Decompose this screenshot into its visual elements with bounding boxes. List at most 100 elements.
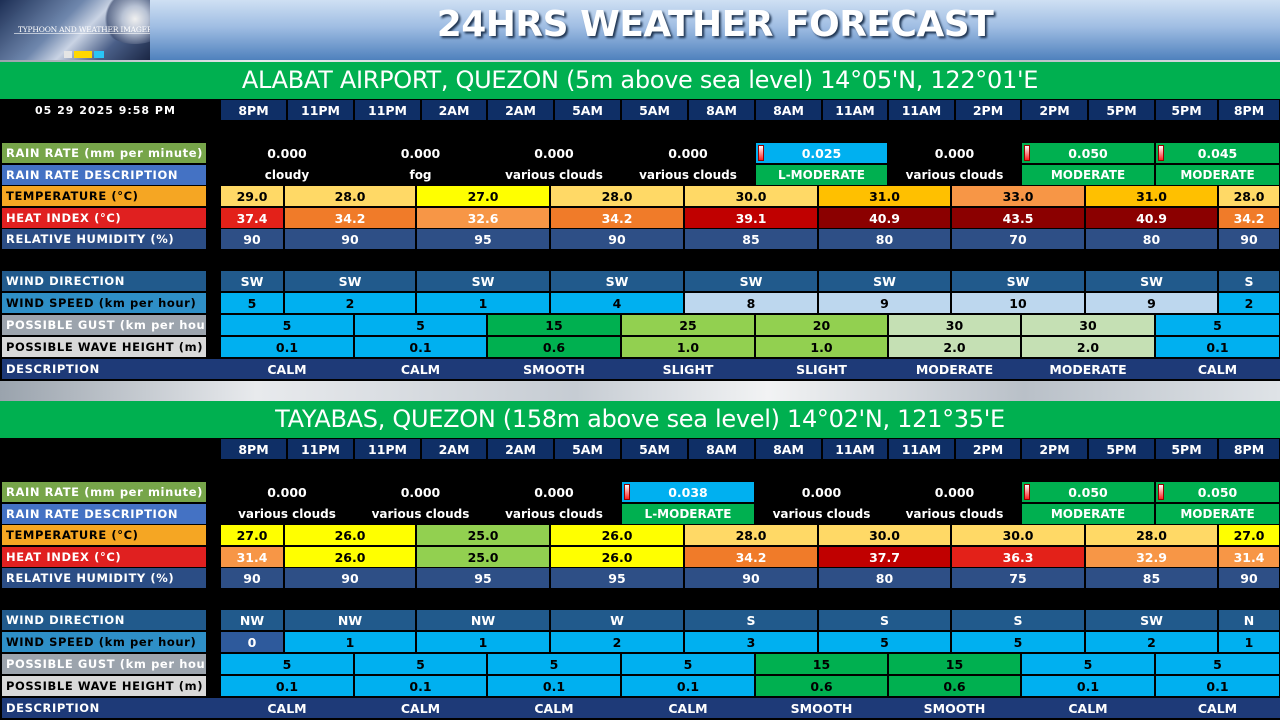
rain-rate-value: 0.000 bbox=[934, 145, 975, 161]
sea-description-value: CALM bbox=[1197, 700, 1238, 716]
wind-direction-value: SW bbox=[952, 271, 1084, 291]
time-header: 5PM bbox=[1089, 439, 1154, 459]
wind-speed-value: 2 bbox=[285, 293, 415, 313]
rain-intensity-indicator bbox=[758, 145, 764, 161]
time-header: 8AM bbox=[689, 100, 754, 120]
wind-speed-value: 0 bbox=[221, 632, 283, 652]
heat-index-value: 43.5 bbox=[952, 208, 1084, 228]
wave-height-value: 0.1 bbox=[221, 676, 353, 696]
wind-direction-value: N bbox=[1219, 610, 1279, 630]
heat-index-value: 26.0 bbox=[285, 547, 415, 567]
wind-direction-value: SW bbox=[417, 271, 549, 291]
time-header: 8AM bbox=[756, 439, 821, 459]
heat-index-value: 40.9 bbox=[819, 208, 950, 228]
rain-description-value: various clouds bbox=[505, 507, 603, 521]
station-title: TAYABAS, QUEZON (158m above sea level) 1… bbox=[0, 401, 1280, 438]
heat-index-value: 31.4 bbox=[221, 547, 283, 567]
row-label-heat-index: HEAT INDEX (°C) bbox=[2, 208, 206, 228]
wind-direction-value: NW bbox=[417, 610, 549, 630]
temperature-value: 29.0 bbox=[221, 186, 283, 206]
gust-value: 30 bbox=[1022, 315, 1154, 335]
rain-description-value: various clouds bbox=[371, 507, 470, 521]
wave-height-value: 0.1 bbox=[355, 337, 486, 357]
humidity-value: 70 bbox=[952, 229, 1084, 249]
time-header: 8PM bbox=[1219, 100, 1279, 120]
heat-index-value: 37.7 bbox=[819, 547, 950, 567]
wave-height-value: 2.0 bbox=[889, 337, 1020, 357]
temperature-value: 27.0 bbox=[221, 525, 283, 545]
time-header: 2AM bbox=[422, 100, 486, 120]
temperature-value: 30.0 bbox=[952, 525, 1084, 545]
wind-direction-value: S bbox=[1219, 271, 1279, 291]
gust-value: 15 bbox=[488, 315, 620, 335]
time-header: 5PM bbox=[1156, 100, 1217, 120]
header-divider bbox=[0, 60, 1280, 62]
temperature-value: 30.0 bbox=[685, 186, 817, 206]
humidity-value: 85 bbox=[1086, 568, 1217, 588]
time-header: 5AM bbox=[622, 439, 687, 459]
temperature-value: 28.0 bbox=[551, 186, 683, 206]
humidity-value: 80 bbox=[1086, 229, 1217, 249]
heat-index-value: 31.4 bbox=[1219, 547, 1279, 567]
heat-index-value: 34.2 bbox=[551, 208, 683, 228]
rain-rate-value: 0.050 bbox=[1022, 482, 1154, 502]
time-header: 11PM bbox=[288, 439, 353, 459]
temperature-value: 27.0 bbox=[417, 186, 549, 206]
humidity-value: 90 bbox=[285, 229, 415, 249]
time-header: 11PM bbox=[355, 439, 420, 459]
humidity-value: 80 bbox=[819, 229, 950, 249]
humidity-value: 80 bbox=[819, 568, 950, 588]
humidity-value: 95 bbox=[417, 568, 549, 588]
wind-direction-value: SW bbox=[221, 271, 283, 291]
header-banner: TYPHOON AND WEATHER IMAGERY 24HRS WEATHE… bbox=[0, 0, 1280, 60]
rain-rate-value: 0.050 bbox=[1022, 143, 1154, 163]
time-header: 11AM bbox=[823, 439, 887, 459]
sea-description-value: CALM bbox=[1068, 700, 1108, 716]
time-header: 2AM bbox=[422, 439, 486, 459]
row-label-temperature: TEMPERATURE (°C) bbox=[2, 186, 206, 206]
sea-description-value: SMOOTH bbox=[790, 700, 853, 716]
wind-speed-value: 1 bbox=[285, 632, 415, 652]
time-header: 11PM bbox=[288, 100, 353, 120]
humidity-value: 90 bbox=[221, 568, 283, 588]
gust-value: 5 bbox=[355, 654, 486, 674]
station-title: ALABAT AIRPORT, QUEZON (5m above sea lev… bbox=[0, 62, 1280, 99]
sea-description-value: CALM bbox=[400, 700, 441, 716]
wind-direction-value: SW bbox=[285, 271, 415, 291]
row-label-humidity: RELATIVE HUMIDITY (%) bbox=[2, 568, 206, 588]
rain-rate-value: 0.000 bbox=[267, 145, 307, 161]
rain-rate-value: 0.000 bbox=[668, 145, 708, 161]
row-label-humidity: RELATIVE HUMIDITY (%) bbox=[2, 229, 206, 249]
row-label-rain-rate: RAIN RATE (mm per minute) bbox=[2, 143, 206, 163]
row-label-temperature: TEMPERATURE (°C) bbox=[2, 525, 206, 545]
time-header: 5AM bbox=[622, 100, 687, 120]
logo-chip bbox=[94, 51, 104, 58]
rain-description-value: various clouds bbox=[905, 168, 1004, 182]
typhoon-imagery-logo: TYPHOON AND WEATHER IMAGERY bbox=[0, 0, 150, 60]
rain-description-value: MODERATE bbox=[1022, 504, 1154, 524]
rain-rate-value: 0.000 bbox=[801, 484, 842, 500]
wind-direction-value: W bbox=[551, 610, 683, 630]
station-panel-alabat: ALABAT AIRPORT, QUEZON (5m above sea lev… bbox=[0, 62, 1280, 381]
wave-height-value: 0.1 bbox=[622, 676, 754, 696]
heat-index-value: 34.2 bbox=[685, 547, 817, 567]
sea-description-value: CALM bbox=[267, 361, 307, 377]
gust-value: 25 bbox=[622, 315, 754, 335]
sea-description-value: MODERATE bbox=[915, 361, 994, 377]
wind-speed-value: 2 bbox=[551, 632, 683, 652]
station-panel-tayabas: TAYABAS, QUEZON (158m above sea level) 1… bbox=[0, 401, 1280, 720]
sea-description-value: SLIGHT bbox=[796, 361, 847, 377]
row-label-heat-index: HEAT INDEX (°C) bbox=[2, 547, 206, 567]
temperature-value: 26.0 bbox=[285, 525, 415, 545]
wave-height-value: 2.0 bbox=[1022, 337, 1154, 357]
row-label-wave-height: POSSIBLE WAVE HEIGHT (m) bbox=[2, 676, 206, 696]
gust-value: 5 bbox=[622, 654, 754, 674]
humidity-value: 90 bbox=[221, 229, 283, 249]
wave-height-value: 1.0 bbox=[622, 337, 754, 357]
heat-index-value: 34.2 bbox=[1219, 208, 1279, 228]
heat-index-value: 34.2 bbox=[285, 208, 415, 228]
rain-intensity-indicator bbox=[624, 484, 630, 500]
sea-description-value: SMOOTH bbox=[523, 361, 585, 377]
humidity-value: 95 bbox=[417, 229, 549, 249]
row-label-wind-direction: WIND DIRECTION bbox=[2, 271, 206, 291]
